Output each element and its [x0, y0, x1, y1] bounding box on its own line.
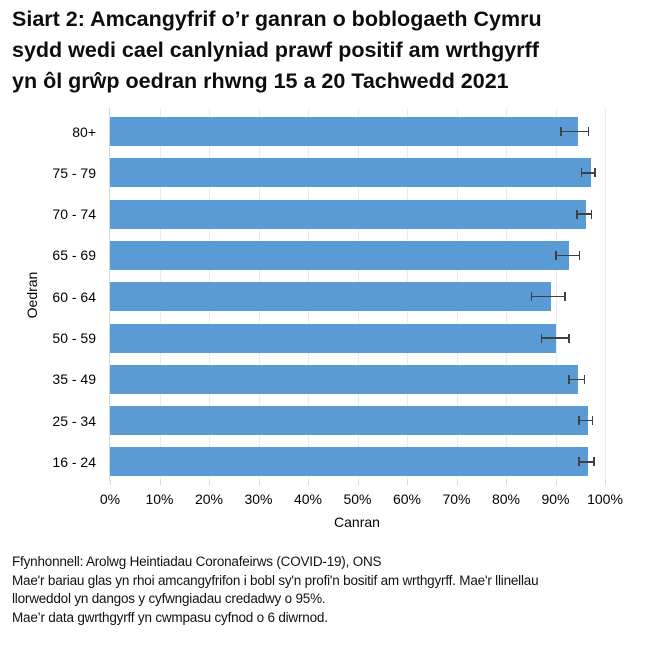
error-bar-cap — [594, 168, 596, 178]
chart-title-line-3: yn ôl grŵp oedran rhwng 15 a 20 Tachwedd… — [12, 69, 509, 93]
error-bar-cap — [568, 333, 570, 343]
x-tick-label: 70% — [442, 491, 471, 507]
error-bar-cap — [530, 292, 533, 302]
error-bar-cap — [580, 168, 583, 178]
x-axis-tick — [308, 480, 309, 485]
source-note: Ffynhonnell: Arolwg Heintiadau Coronafei… — [12, 554, 382, 569]
error-bar — [578, 419, 593, 422]
error-bar — [568, 378, 585, 381]
bar — [110, 240, 570, 270]
x-tick-label: 80% — [491, 491, 521, 507]
error-bar-cap — [540, 333, 543, 343]
y-axis-line — [109, 108, 110, 481]
bar — [110, 282, 551, 312]
bar — [110, 117, 579, 146]
error-bar-cap — [568, 374, 570, 384]
category-label: 70 - 74 — [52, 206, 96, 223]
gridline — [605, 108, 606, 480]
x-tick-label: 90% — [541, 491, 570, 507]
chart-title: Siart 2: Amcangyfrif o’r ganran o boblog… — [12, 4, 642, 97]
x-axis-tick — [556, 480, 557, 485]
gridline — [556, 108, 557, 480]
x-axis-tick — [605, 480, 606, 485]
error-bar — [578, 461, 595, 463]
error-bar — [555, 254, 580, 257]
error-bar-cap — [576, 209, 578, 219]
category-label: 25 - 34 — [52, 412, 96, 429]
category-label: 65 - 69 — [52, 247, 96, 264]
category-label: 75 - 79 — [52, 164, 96, 181]
bar — [110, 447, 588, 477]
error-bar — [541, 337, 569, 339]
x-axis-tick — [358, 480, 359, 485]
x-tick-label: 0% — [99, 491, 121, 507]
chart-title-line-2: sydd wedi cael canlyniad prawf positif a… — [12, 38, 539, 62]
error-bar-cap — [555, 250, 557, 260]
error-bar — [560, 130, 589, 133]
note-line-1: Mae'r bariau glas yn rhoi amcangyfrifon … — [12, 572, 539, 588]
x-axis-label: Canran — [334, 514, 380, 530]
bar — [110, 364, 579, 394]
error-bar-cap — [578, 416, 580, 426]
x-tick-label: 60% — [392, 491, 422, 507]
chart-title-line-1: Siart 2: Amcangyfrif o’r ganran o boblog… — [12, 7, 542, 31]
error-bar-cap — [564, 292, 566, 302]
y-axis-label: Oedran — [24, 271, 40, 319]
category-label: 16 - 24 — [52, 453, 96, 470]
category-label: 50 - 59 — [52, 330, 96, 346]
error-bar-cap — [590, 209, 593, 219]
x-tick-label: 100% — [587, 491, 623, 507]
error-bar-cap — [593, 457, 595, 467]
error-bar-cap — [583, 374, 586, 384]
bar — [110, 199, 586, 229]
error-bar — [581, 172, 596, 174]
x-tick-label: 30% — [244, 491, 273, 507]
error-bar-cap — [578, 457, 580, 467]
x-axis-tick — [506, 480, 507, 485]
error-bar — [576, 213, 592, 215]
x-axis-tick — [209, 480, 210, 485]
chart-notes: Ffynhonnell: Arolwg Heintiadau Coronafei… — [12, 553, 539, 627]
x-axis-tick — [110, 480, 111, 485]
note-line-2: llorweddol yn dangos y cyfwngiadau creda… — [12, 591, 326, 606]
category-label: 80+ — [72, 123, 96, 140]
x-tick-label: 50% — [343, 491, 372, 507]
error-bar-cap — [587, 127, 590, 136]
bar — [110, 158, 591, 188]
error-bar-cap — [578, 250, 580, 260]
error-bar-cap — [591, 416, 594, 426]
bar-chart-plot-area: 0% 10% 20% 30% 40% 50% 60% 70% 80% 90% 100% 80+ 75 -… — [52, 108, 623, 507]
error-bar — [531, 295, 565, 298]
x-axis-tick — [407, 480, 408, 485]
x-axis-tick — [457, 480, 458, 485]
x-axis-tick — [259, 480, 260, 485]
bar — [110, 323, 557, 353]
x-tick-label: 40% — [293, 491, 323, 507]
bar — [110, 406, 588, 436]
note-line-3: Mae’r data gwrthgyrff yn cwmpasu cyfnod … — [12, 609, 328, 625]
x-tick-label: 20% — [194, 491, 224, 507]
x-tick-label: 10% — [145, 491, 174, 507]
error-bar-cap — [560, 127, 562, 136]
x-axis-tick — [160, 480, 161, 485]
category-label: 60 - 64 — [52, 288, 96, 305]
category-label: 35 - 49 — [52, 371, 96, 388]
